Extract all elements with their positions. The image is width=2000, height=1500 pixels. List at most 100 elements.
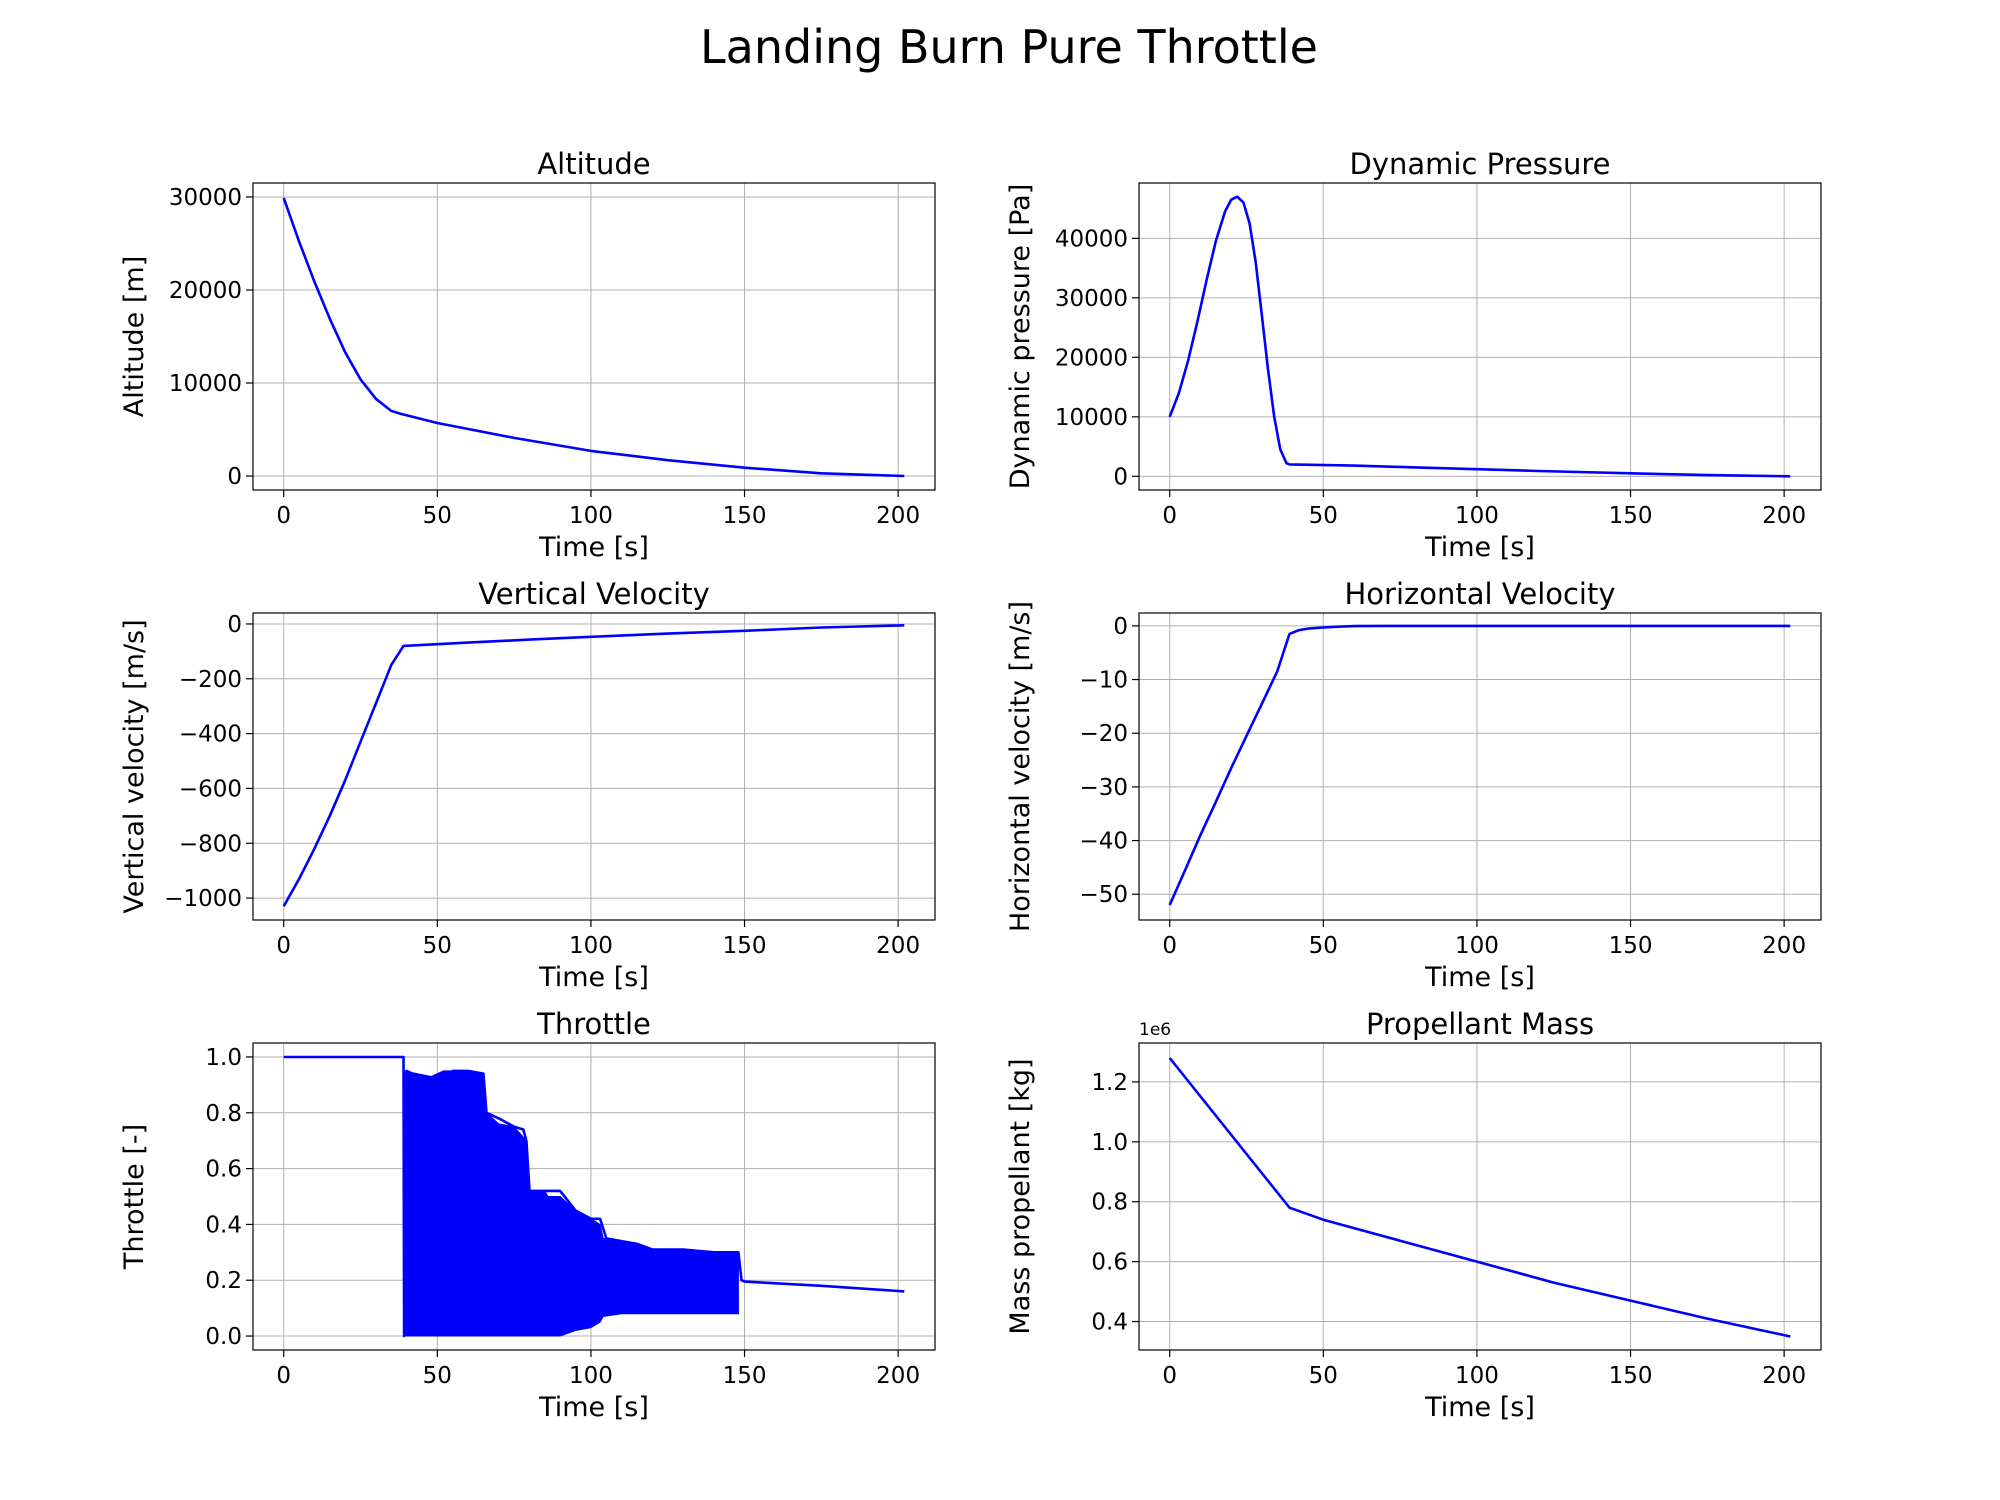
horizontal-velocity-xtick-label-0: 0 <box>1162 933 1177 959</box>
altitude-xlabel: Time [s] <box>538 532 649 563</box>
throttle-xtick-label-4: 200 <box>876 1363 920 1389</box>
vertical-velocity-xtick-label-1: 50 <box>423 933 452 959</box>
vertical-velocity-xtick-label-3: 150 <box>723 933 767 959</box>
vertical-velocity-ytick-label-2: −600 <box>179 776 242 802</box>
propellant-mass-xlabel: Time [s] <box>1424 1392 1535 1423</box>
dynamic-pressure-xtick-label-3: 150 <box>1609 503 1653 529</box>
horizontal-velocity-ytick-label-4: −10 <box>1079 668 1128 694</box>
propellant-mass-xtick-label-0: 0 <box>1162 1363 1177 1389</box>
horizontal-velocity-ytick-label-1: −40 <box>1079 829 1128 855</box>
horizontal-velocity-ylabel: Horizontal velocity [m/s] <box>1005 601 1036 932</box>
dynamic-pressure-xlabel: Time [s] <box>1424 532 1535 563</box>
propellant-mass-xtick-label-2: 100 <box>1455 1363 1499 1389</box>
dynamic-pressure-ytick-label-0: 0 <box>1113 464 1128 490</box>
propellant-mass-xtick-label-4: 200 <box>1762 1363 1806 1389</box>
propellant-mass-ytick-label-3: 1.0 <box>1091 1130 1128 1156</box>
horizontal-velocity-ytick-label-5: 0 <box>1113 614 1128 640</box>
vertical-velocity-chart: 0 50 100 150 200 −1000 −800 −600 −400 −200 0 Vertic… <box>119 577 936 993</box>
horizontal-velocity-xtick-label-4: 200 <box>1762 933 1806 959</box>
propellant-mass-ytick-label-2: 0.8 <box>1091 1190 1128 1216</box>
horizontal-velocity-ytick-label-2: −30 <box>1079 775 1128 801</box>
throttle-xtick-label-2: 100 <box>569 1363 613 1389</box>
propellant-mass-ylabel: Mass propellant [kg] <box>1005 1058 1036 1334</box>
throttle-ytick-label-5: 1.0 <box>205 1045 242 1071</box>
horizontal-velocity-series-line-0 <box>1168 624 1791 906</box>
horizontal-velocity-chart: 0 50 100 150 200 −50 −40 −30 −20 −10 0 Horizontal V… <box>1005 577 1822 993</box>
horizontal-velocity-ytick-label-0: −50 <box>1079 882 1128 908</box>
vertical-velocity-series-line-0 <box>282 624 905 907</box>
propellant-mass-xtick-label-1: 50 <box>1309 1363 1338 1389</box>
dynamic-pressure-ytick-label-3: 30000 <box>1055 286 1128 312</box>
throttle-ylabel: Throttle [-] <box>119 1124 150 1270</box>
propellant-mass-offset-text: 1e6 <box>1139 1020 1171 1040</box>
throttle-axes-frame <box>252 1042 936 1351</box>
horizontal-velocity-title: Horizontal Velocity <box>1344 577 1615 611</box>
throttle-oscillation-band <box>403 1070 739 1337</box>
horizontal-velocity-xtick-label-3: 150 <box>1609 933 1653 959</box>
dynamic-pressure-xtick-label-2: 100 <box>1455 503 1499 529</box>
propellant-mass-title: Propellant Mass <box>1366 1007 1594 1041</box>
altitude-xtick-label-0: 0 <box>276 503 291 529</box>
dynamic-pressure-series-line-0 <box>1168 195 1791 478</box>
dynamic-pressure-xtick-label-4: 200 <box>1762 503 1806 529</box>
horizontal-velocity-ytick-label-3: −20 <box>1079 721 1128 747</box>
propellant-mass-ytick-label-4: 1.2 <box>1091 1070 1128 1096</box>
vertical-velocity-xtick-label-2: 100 <box>569 933 613 959</box>
altitude-title: Altitude <box>537 147 650 181</box>
altitude-xtick-label-3: 150 <box>723 503 767 529</box>
altitude-ytick-label-2: 20000 <box>169 278 242 304</box>
dynamic-pressure-chart: 0 50 100 150 200 0 10000 20000 30000 40000 Dynamic… <box>1005 147 1822 563</box>
throttle-ytick-label-2: 0.4 <box>205 1212 242 1238</box>
throttle-ytick-label-4: 0.8 <box>205 1101 242 1127</box>
vertical-velocity-title: Vertical Velocity <box>478 577 710 611</box>
propellant-mass-xtick-label-3: 150 <box>1609 1363 1653 1389</box>
propellant-mass-ytick-label-0: 0.4 <box>1091 1310 1128 1336</box>
vertical-velocity-xlabel: Time [s] <box>538 962 649 993</box>
dynamic-pressure-xtick-label-1: 50 <box>1309 503 1338 529</box>
throttle-ytick-label-3: 0.6 <box>205 1157 242 1183</box>
subplots: 0 50 100 150 2000100002000030000AltitudeTime… <box>119 147 1822 1423</box>
throttle-ytick-label-1: 0.2 <box>205 1268 242 1294</box>
dynamic-pressure-ytick-label-4: 40000 <box>1055 226 1128 252</box>
propellant-mass-series-line-0 <box>1168 1057 1791 1338</box>
dynamic-pressure-ytick-label-2: 20000 <box>1055 345 1128 371</box>
altitude-series-line-0 <box>282 197 905 478</box>
throttle-xtick-label-3: 150 <box>723 1363 767 1389</box>
propellant-mass-chart: 0 50 100 150 200 0.4 0.6 0.8 1.0 1.2 Propellant Ma… <box>1005 1007 1822 1423</box>
throttle-title: Throttle <box>536 1007 651 1041</box>
dynamic-pressure-axes-frame <box>1138 182 1822 491</box>
throttle-xtick-label-0: 0 <box>276 1363 291 1389</box>
vertical-velocity-ylabel: Vertical velocity [m/s] <box>119 619 150 913</box>
vertical-velocity-axes-frame <box>252 612 936 921</box>
horizontal-velocity-axes-frame <box>1138 612 1822 921</box>
propellant-mass-ytick-label-1: 0.6 <box>1091 1250 1128 1276</box>
vertical-velocity-xtick-label-0: 0 <box>276 933 291 959</box>
horizontal-velocity-xtick-label-1: 50 <box>1309 933 1338 959</box>
horizontal-velocity-xlabel: Time [s] <box>1424 962 1535 993</box>
dynamic-pressure-ylabel: Dynamic pressure [Pa] <box>1005 184 1036 490</box>
altitude-ytick-label-1: 10000 <box>169 371 242 397</box>
horizontal-velocity-xtick-label-2: 100 <box>1455 933 1499 959</box>
vertical-velocity-ytick-label-5: 0 <box>227 612 242 638</box>
altitude-axes-frame <box>252 182 936 491</box>
dynamic-pressure-xtick-label-0: 0 <box>1162 503 1177 529</box>
throttle-series-line-0 <box>283 1055 905 1338</box>
altitude-xtick-label-1: 50 <box>423 503 452 529</box>
altitude-xtick-label-4: 200 <box>876 503 920 529</box>
vertical-velocity-ytick-label-0: −1000 <box>164 886 242 912</box>
dynamic-pressure-ytick-label-1: 10000 <box>1055 405 1128 431</box>
altitude-ylabel: Altitude [m] <box>119 256 150 417</box>
throttle-xtick-label-1: 50 <box>423 1363 452 1389</box>
altitude-ytick-label-0: 0 <box>227 464 242 490</box>
altitude-chart: 0 50 100 150 200 0 10000 20000 30000 Altitude Time… <box>119 147 936 563</box>
altitude-ytick-label-3: 30000 <box>169 185 242 211</box>
altitude-xtick-label-2: 100 <box>569 503 613 529</box>
throttle-ytick-label-0: 0.0 <box>205 1324 242 1350</box>
throttle-chart: 0 50 100 150 200 0.0 0.2 0.4 0.6 0.8 1.0 Throttle Ti… <box>119 1007 936 1423</box>
vertical-velocity-ytick-label-1: −800 <box>179 831 242 857</box>
vertical-velocity-xtick-label-4: 200 <box>876 933 920 959</box>
vertical-velocity-ytick-label-4: −200 <box>179 667 242 693</box>
throttle-xlabel: Time [s] <box>538 1392 649 1423</box>
